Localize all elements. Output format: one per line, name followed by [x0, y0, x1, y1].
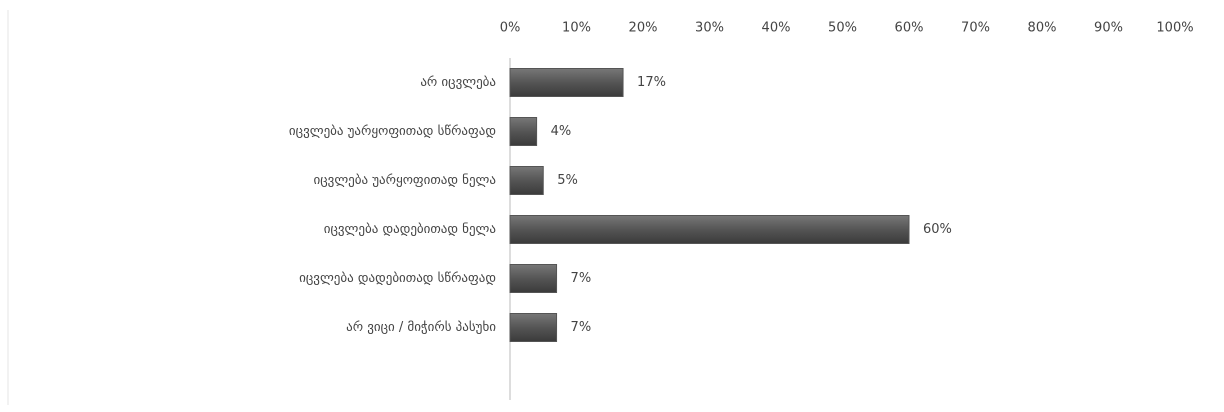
bar: [509, 68, 624, 97]
value-label: 17%: [637, 75, 666, 90]
x-tick-label: 90%: [1094, 21, 1123, 36]
value-label: 4%: [551, 124, 572, 139]
value-label: 7%: [571, 320, 592, 335]
value-label: 5%: [557, 173, 578, 188]
x-tick-label: 50%: [828, 21, 857, 36]
y-tick-label: იცვლება დადებითად სწრაფად: [299, 271, 496, 286]
value-label: 60%: [923, 222, 952, 237]
y-tick-label: არ ვიცი / მიჭირს პასუხი: [346, 320, 496, 335]
y-tick-label: არ იცვლება: [420, 75, 496, 90]
bar: [509, 313, 558, 342]
bar: [509, 264, 558, 293]
x-tick-label: 20%: [629, 21, 658, 36]
x-tick-label: 40%: [762, 21, 791, 36]
x-tick-label: 10%: [562, 21, 591, 36]
value-label: 7%: [571, 271, 592, 286]
x-tick-label: 60%: [895, 21, 924, 36]
bar: [509, 166, 544, 195]
y-tick-label: იცვლება უარყოფითად ნელა: [314, 173, 496, 188]
x-tick-label: 80%: [1028, 21, 1057, 36]
y-tick-label: იცვლება უარყოფითად სწრაფად: [289, 124, 496, 139]
x-tick-label: 0%: [500, 21, 521, 36]
x-tick-label: 100%: [1156, 21, 1193, 36]
bar: [509, 117, 538, 146]
x-tick-label: 70%: [961, 21, 990, 36]
x-tick-label: 30%: [695, 21, 724, 36]
bar: [509, 215, 910, 244]
y-tick-label: იცვლება დადებითად ნელა: [324, 222, 496, 237]
